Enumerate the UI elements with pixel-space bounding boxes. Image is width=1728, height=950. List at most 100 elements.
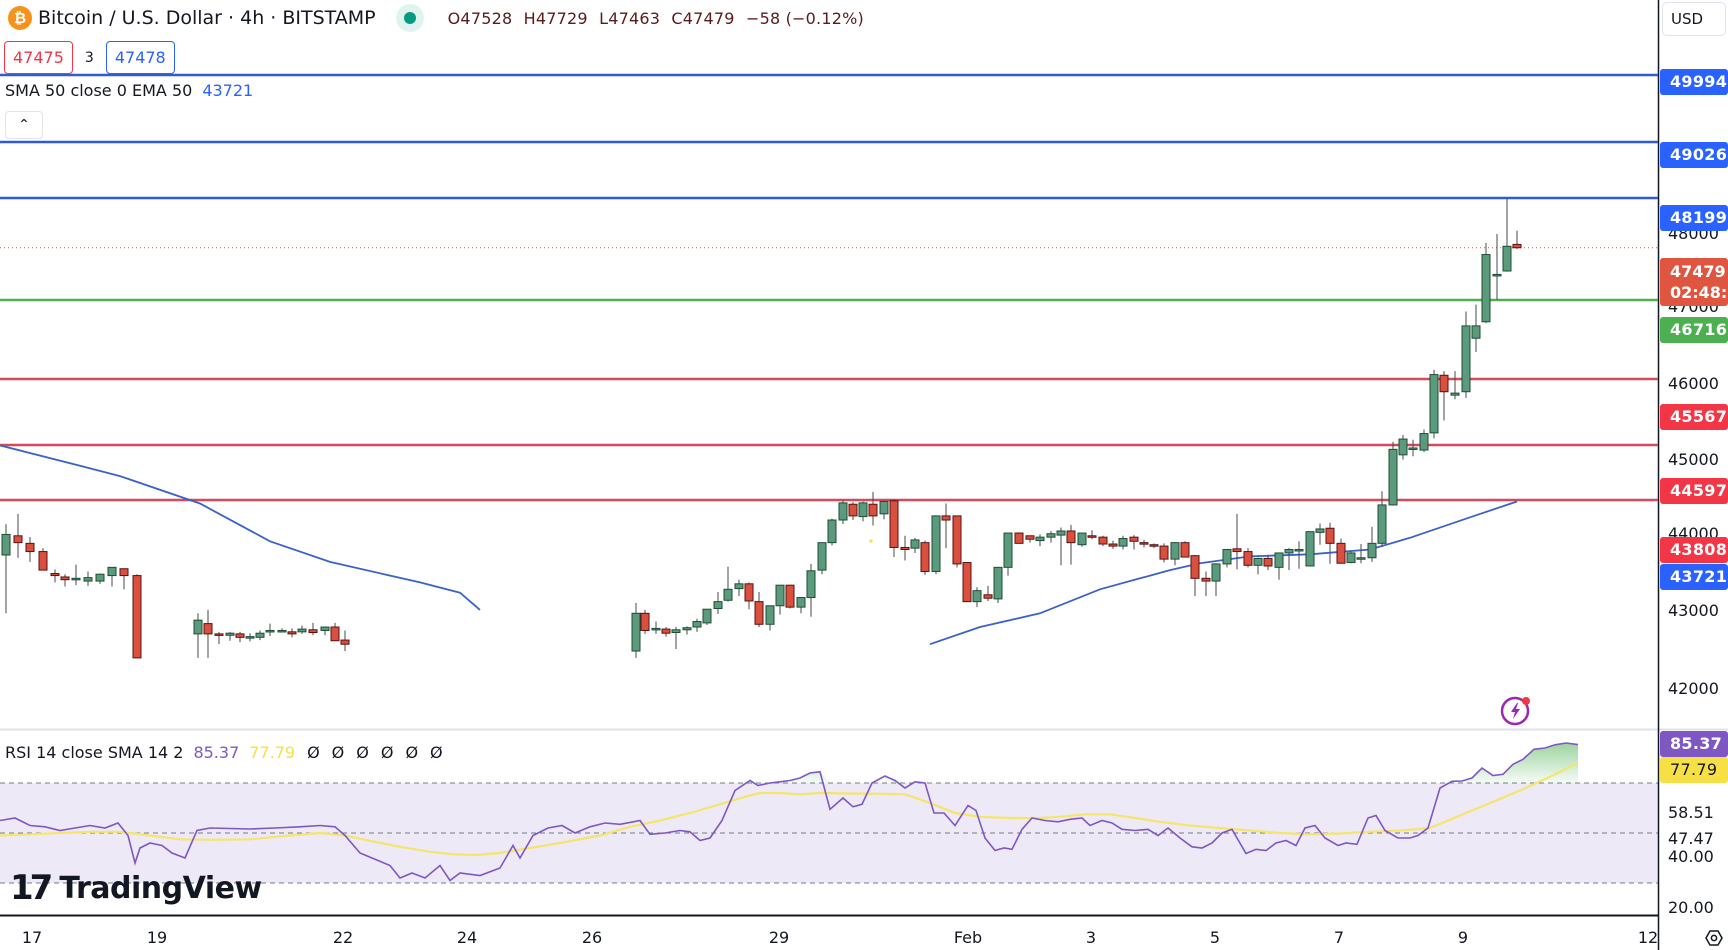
candle[interactable] — [255, 630, 265, 641]
candle[interactable] — [1108, 540, 1118, 549]
candle[interactable] — [983, 585, 993, 601]
candle[interactable] — [1461, 311, 1471, 398]
candle[interactable] — [1367, 526, 1377, 562]
candle[interactable] — [631, 603, 641, 658]
tradingview-logo[interactable]: 17 TradingView — [10, 868, 262, 908]
candle[interactable] — [95, 573, 105, 584]
buy-button[interactable]: 47478 — [105, 41, 175, 74]
candle[interactable] — [235, 631, 245, 643]
candle[interactable] — [38, 548, 48, 571]
settings-gear-icon[interactable] — [1705, 929, 1723, 947]
ema-value-tag[interactable]: 43721 — [1660, 564, 1728, 590]
rsi-line[interactable] — [0, 742, 1579, 882]
candle[interactable] — [330, 622, 340, 642]
candle[interactable] — [320, 626, 330, 636]
horizontal-levels[interactable] — [0, 73, 1658, 502]
rsi-sma-value-tag[interactable]: 77.79 — [1660, 757, 1728, 783]
candle[interactable] — [25, 537, 35, 562]
candle[interactable] — [879, 500, 889, 520]
candle[interactable] — [1098, 535, 1108, 547]
candle[interactable] — [1, 524, 11, 614]
candle[interactable] — [1201, 571, 1211, 597]
candle[interactable] — [287, 628, 297, 638]
ema-indicator-legend[interactable]: SMA 50 close 0 EMA 50 43721 — [5, 81, 253, 100]
candle[interactable] — [132, 574, 142, 659]
candle[interactable] — [1139, 539, 1149, 548]
level-tag-45567[interactable]: 45567 — [1660, 404, 1728, 430]
candle[interactable] — [71, 564, 81, 586]
candle[interactable] — [931, 515, 941, 575]
candle[interactable] — [1450, 371, 1460, 400]
level-tag-44597[interactable]: 44597 — [1660, 478, 1728, 504]
candle[interactable] — [775, 584, 785, 615]
candle[interactable] — [203, 609, 213, 658]
candle[interactable] — [1243, 548, 1253, 568]
candle[interactable] — [1056, 527, 1066, 566]
candle[interactable] — [60, 574, 70, 587]
candle[interactable] — [723, 566, 733, 602]
candle[interactable] — [193, 613, 203, 658]
currency-selector[interactable]: USD — [1662, 2, 1726, 36]
candle[interactable] — [1305, 531, 1315, 567]
candle[interactable] — [1294, 541, 1304, 569]
rsi-value-tag[interactable]: 85.37 — [1660, 731, 1728, 757]
candle[interactable] — [297, 625, 307, 634]
candle[interactable] — [1315, 523, 1325, 545]
candle[interactable] — [214, 631, 224, 645]
candle[interactable] — [1180, 541, 1190, 558]
candle[interactable] — [1336, 538, 1346, 564]
rsi-sma-line[interactable] — [0, 762, 1579, 857]
candle[interactable] — [1481, 242, 1491, 324]
candle[interactable] — [817, 542, 827, 575]
candle[interactable] — [651, 621, 661, 634]
candle[interactable] — [640, 609, 650, 634]
candle[interactable] — [1408, 439, 1418, 457]
candle[interactable] — [1492, 233, 1502, 300]
candle[interactable] — [765, 605, 775, 631]
candle[interactable] — [1284, 548, 1294, 571]
candle[interactable] — [744, 582, 754, 610]
candle[interactable] — [889, 499, 899, 558]
candle[interactable] — [713, 592, 723, 614]
candle[interactable] — [692, 618, 702, 632]
candle[interactable] — [1211, 563, 1221, 597]
candle[interactable] — [972, 587, 982, 608]
candle[interactable] — [993, 566, 1003, 604]
level-tag-49026[interactable]: 49026 — [1660, 142, 1728, 168]
candle[interactable] — [50, 569, 60, 583]
candle[interactable] — [1419, 429, 1429, 453]
ema50-line[interactable] — [0, 444, 481, 611]
collapse-legend-button[interactable]: ⌃ — [5, 111, 43, 139]
candle[interactable] — [1388, 441, 1398, 506]
candlestick-series[interactable] — [1, 198, 1522, 659]
ema50-line-recent[interactable] — [929, 500, 1518, 646]
candle[interactable] — [1014, 532, 1024, 544]
candle[interactable] — [1190, 555, 1200, 597]
candle[interactable] — [734, 579, 744, 597]
candle[interactable] — [1222, 548, 1232, 568]
candle[interactable] — [671, 627, 681, 649]
candle[interactable] — [1325, 522, 1335, 564]
candle[interactable] — [1077, 532, 1087, 547]
rsi-indicator-legend[interactable]: RSI 14 close SMA 14 2 85.37 77.79 Ø Ø Ø … — [5, 743, 443, 762]
candle[interactable] — [245, 633, 255, 642]
level-tag-49994[interactable]: 49994 — [1660, 69, 1728, 95]
candle[interactable] — [952, 515, 962, 568]
candle[interactable] — [1512, 230, 1522, 249]
candle[interactable] — [868, 491, 878, 526]
candle[interactable] — [1035, 534, 1045, 547]
candle[interactable] — [1263, 555, 1273, 571]
candle[interactable] — [806, 563, 816, 617]
candle[interactable] — [308, 622, 318, 636]
candle[interactable] — [1003, 532, 1013, 576]
candle[interactable] — [661, 627, 671, 637]
event-marker[interactable] — [869, 539, 873, 543]
candle[interactable] — [1118, 535, 1128, 550]
candle[interactable] — [785, 584, 795, 609]
candle[interactable] — [225, 631, 235, 641]
candle[interactable] — [83, 571, 93, 586]
candle[interactable] — [962, 562, 972, 603]
level-tag-43808[interactable]: 43808 — [1660, 537, 1728, 563]
market-status-indicator[interactable] — [395, 4, 424, 32]
